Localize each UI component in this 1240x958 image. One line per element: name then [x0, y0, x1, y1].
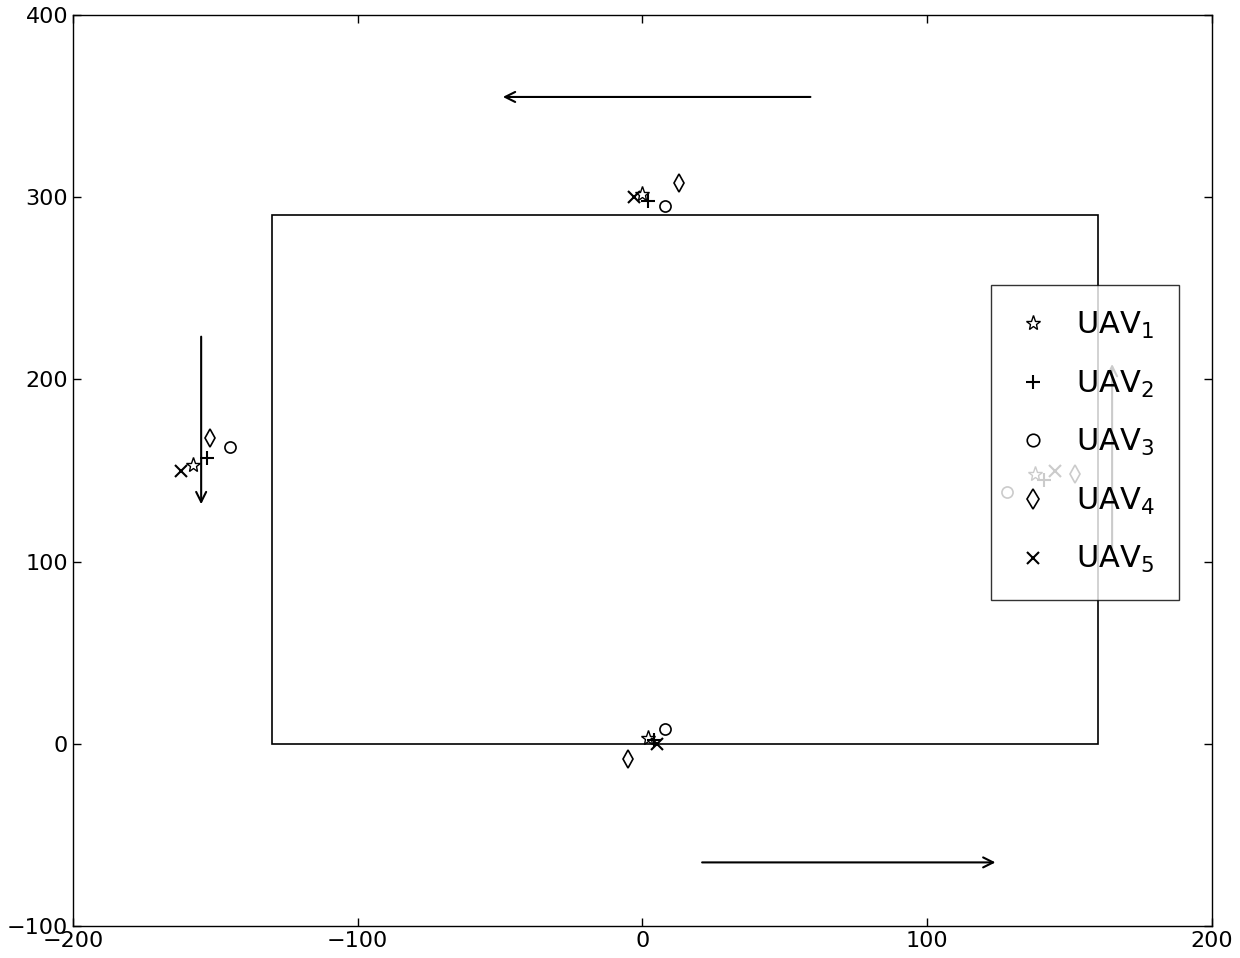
- Legend: UAV$_1$, UAV$_2$, UAV$_3$, UAV$_4$, UAV$_5$: UAV$_1$, UAV$_2$, UAV$_3$, UAV$_4$, UAV$…: [991, 285, 1179, 600]
- Bar: [273, 216, 1097, 744]
